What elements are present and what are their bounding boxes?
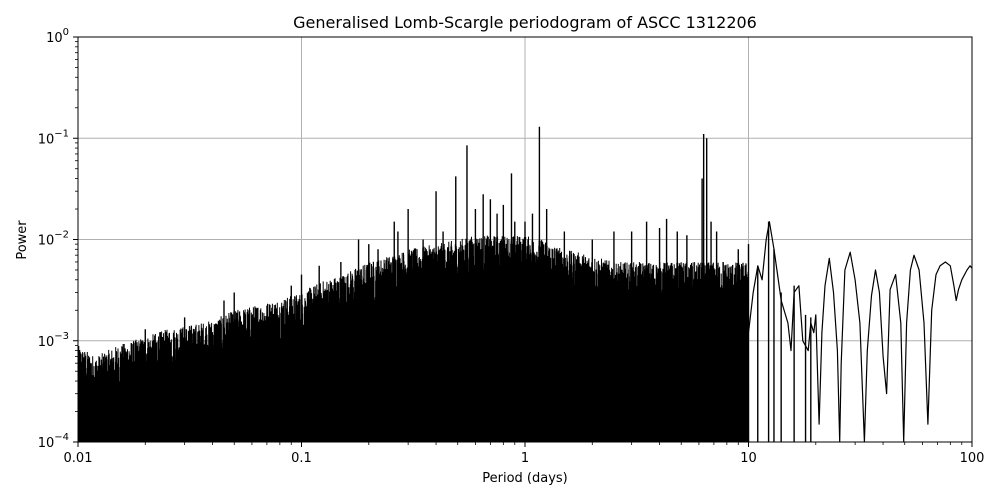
x-axis: 0.01 0.1 1 10 100	[64, 442, 985, 466]
periodogram-noise-band	[78, 235, 750, 442]
plot-area	[78, 126, 972, 442]
x-tick-label: 0.1	[291, 451, 312, 466]
x-axis-label: Period (days)	[482, 471, 568, 486]
chart-title: Generalised Lomb-Scargle periodogram of …	[293, 13, 757, 32]
y-axis: 10−4 10−3 10−2 10−1 100	[38, 27, 78, 451]
y-axis-label: Power	[15, 220, 30, 260]
y-tick-label: 100	[46, 27, 69, 46]
x-tick-label: 1	[521, 451, 529, 466]
x-tick-label: 10	[740, 451, 757, 466]
y-tick-label: 10−1	[38, 128, 69, 147]
y-tick-label: 10−4	[38, 432, 69, 451]
y-tick-label: 10−3	[38, 331, 69, 350]
x-tick-label: 100	[960, 451, 985, 466]
periodogram-tail-line	[747, 221, 972, 442]
y-tick-label: 10−2	[38, 230, 69, 249]
x-tick-label: 0.01	[64, 451, 93, 466]
